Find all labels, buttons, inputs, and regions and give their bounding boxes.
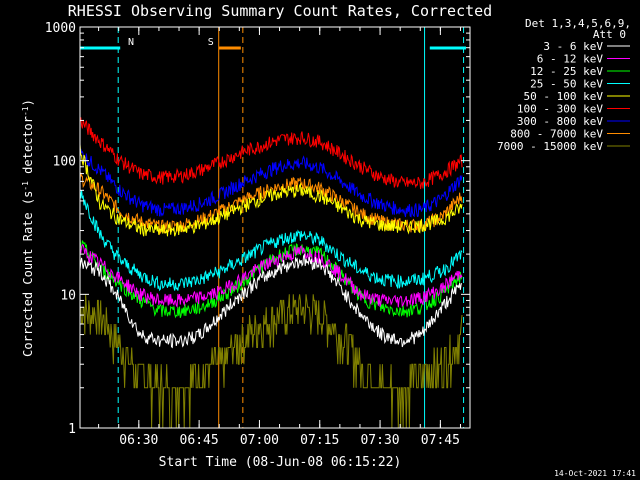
x-tick-label: 06:30 xyxy=(119,433,158,448)
series-line xyxy=(79,148,463,218)
x-tick-label: 07:30 xyxy=(360,433,399,448)
x-axis: 06:30 06:45 07:00 07:15 07:30 07:45 xyxy=(98,27,461,448)
legend-label: 300 - 800 keV xyxy=(517,115,603,128)
legend-label: 800 - 7000 keV xyxy=(510,128,603,141)
legend-header-attenuator: Att 0 xyxy=(593,28,626,41)
y-axis-label: Corrected Count Rate (s-1 detector-1) xyxy=(21,99,36,357)
y-axis-label-sup2: -1 xyxy=(21,106,30,116)
legend-label: 12 - 25 keV xyxy=(530,65,603,78)
x-tick-label: 07:00 xyxy=(240,433,279,448)
series-line xyxy=(79,144,463,237)
series-line xyxy=(79,189,463,292)
legend-label: 6 - 12 keV xyxy=(537,53,604,66)
plot-frame xyxy=(79,26,471,429)
y-tick-label: 10 xyxy=(60,288,76,303)
y-axis-label-sup1: -1 xyxy=(21,181,30,191)
y-axis-label-end: ) xyxy=(21,99,35,106)
legend-label: 100 - 300 keV xyxy=(517,103,603,116)
footer-date: 14-Oct-2021 17:41 xyxy=(554,469,636,478)
series-line xyxy=(79,252,462,349)
y-tick-label: 100 xyxy=(53,155,76,170)
y-axis: 1 10 100 1000 xyxy=(45,21,470,437)
x-axis-label: Start Time (08-Jun-08 06:15:22) xyxy=(159,455,402,470)
series-line xyxy=(79,243,463,309)
legend-label: 7000 - 15000 keV xyxy=(497,140,603,153)
plot-axes xyxy=(79,26,471,429)
legend-label: 3 - 6 keV xyxy=(543,40,603,53)
y-axis-label-mid: detector xyxy=(21,116,35,181)
x-tick-label: 07:45 xyxy=(421,433,460,448)
legend-label: 25 - 50 keV xyxy=(530,78,603,91)
x-tick-label: 06:45 xyxy=(180,433,219,448)
legend-label: 50 - 100 keV xyxy=(524,90,604,103)
series-line xyxy=(79,117,463,190)
x-tick-label: 07:15 xyxy=(300,433,339,448)
flag-label: S xyxy=(208,37,214,48)
legend-header: Det 1,3,4,5,6,9, xyxy=(525,17,631,30)
chart-title: RHESSI Observing Summary Count Rates, Co… xyxy=(68,2,492,20)
flag-label: N xyxy=(128,37,134,48)
y-axis-label-main: Corrected Count Rate (s xyxy=(21,191,35,357)
y-tick-label: 1 xyxy=(68,422,76,437)
y-tick-label: 1000 xyxy=(45,21,76,36)
